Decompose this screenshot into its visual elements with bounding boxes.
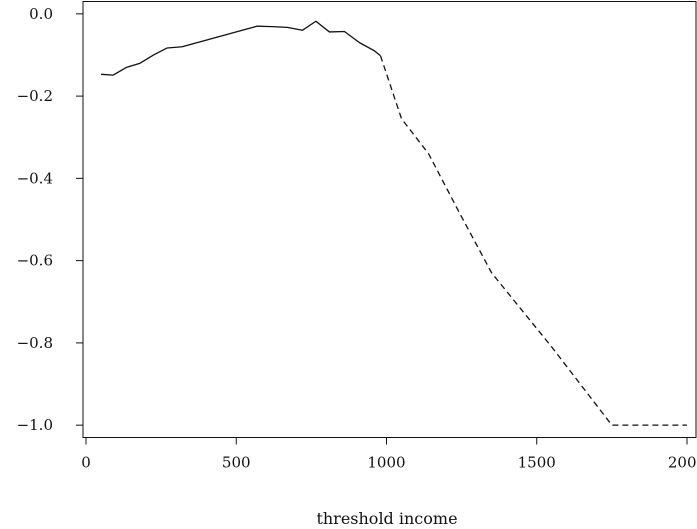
x-tick-label: 1500 xyxy=(518,454,556,472)
y-tick-label: −0.2 xyxy=(17,87,53,105)
y-tick-label: −0.8 xyxy=(17,334,53,352)
y-axis: 0.0 −0.2 −0.4 −0.6 −0.8 −1.0 xyxy=(17,5,83,434)
y-tick-label: −0.6 xyxy=(17,252,53,270)
series-layer xyxy=(100,20,687,426)
x-axis-title: threshold income xyxy=(316,509,457,528)
x-tick-label: 500 xyxy=(222,454,251,472)
plot-frame xyxy=(82,1,697,438)
series-line-solid xyxy=(100,20,381,76)
x-tick-label: 1000 xyxy=(367,454,405,472)
series-line-dashed xyxy=(379,55,687,426)
y-tick-label: −1.0 xyxy=(17,416,53,434)
x-tick-label: 0 xyxy=(81,454,91,472)
y-tick-label: 0.0 xyxy=(29,5,53,23)
y-tick-label: −0.4 xyxy=(17,169,53,187)
